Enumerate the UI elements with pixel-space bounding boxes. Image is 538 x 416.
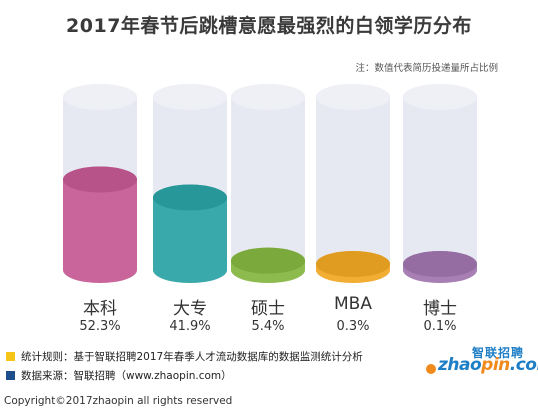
logo-en-accent: pin (481, 355, 510, 375)
logo-en-prefix: zhao (438, 355, 482, 375)
chart-note: 注：数值代表简历投递量所占比例 (355, 63, 498, 74)
category-label-0: 本科 (83, 299, 117, 319)
category-label-3: MBA (334, 294, 372, 314)
footnote-rule-text: 基于智联招聘2017年春季人才流动数据库的数据监测统计分析 (73, 351, 363, 363)
value-label-1: 41.9% (169, 319, 211, 334)
logo-cn-text: 智联招聘 (471, 346, 524, 360)
chart-title: 2017年春节后跳槽意愿最强烈的白领学历分布 (66, 15, 472, 37)
value-label-4: 0.1% (423, 319, 457, 334)
category-label-2: 硕士 (251, 299, 285, 319)
bar-1 (153, 184, 227, 283)
bar-0 (63, 166, 137, 283)
value-label-2: 5.4% (251, 319, 285, 334)
category-label-1: 大专 (173, 299, 207, 319)
tube-4 (403, 84, 477, 283)
bar-top-0 (63, 166, 137, 193)
footnote-rule-label: 统计规则： (21, 351, 74, 363)
copyright: Copyright©2017zhaopin all rights reserve… (4, 395, 233, 407)
zhaopin-logo: 智联招聘 zhaopin.com (420, 344, 538, 378)
rule-square-icon (6, 352, 15, 361)
value-label-3: 0.3% (336, 319, 370, 334)
logo-dot-icon (426, 364, 436, 374)
bar-top-4 (403, 251, 477, 277)
footnote-source-label: 数据来源： (21, 370, 74, 382)
bar-top-3 (316, 251, 390, 277)
footnote-source-text: 智联招聘（www.zhaopin.com） (73, 370, 232, 382)
tube-top-2 (231, 84, 305, 110)
tube-3 (316, 84, 390, 283)
tube-top-1 (153, 84, 227, 110)
logo-en-text: zhaopin.com (438, 355, 538, 375)
logo-en-suffix: .com (509, 355, 538, 375)
source-square-icon (6, 371, 15, 380)
footnote-source: 数据来源：智联招聘（www.zhaopin.com） (6, 368, 232, 383)
bar-top-2 (231, 247, 305, 274)
tube-top-3 (316, 84, 390, 110)
tube-top-4 (403, 84, 477, 110)
tube-top-0 (63, 84, 137, 110)
footnote-rule: 统计规则：基于智联招聘2017年春季人才流动数据库的数据监测统计分析 (6, 349, 363, 364)
value-label-0: 52.3% (79, 319, 121, 334)
tube-2 (231, 84, 305, 283)
category-label-4: 博士 (423, 299, 457, 319)
bar-top-1 (153, 184, 227, 211)
